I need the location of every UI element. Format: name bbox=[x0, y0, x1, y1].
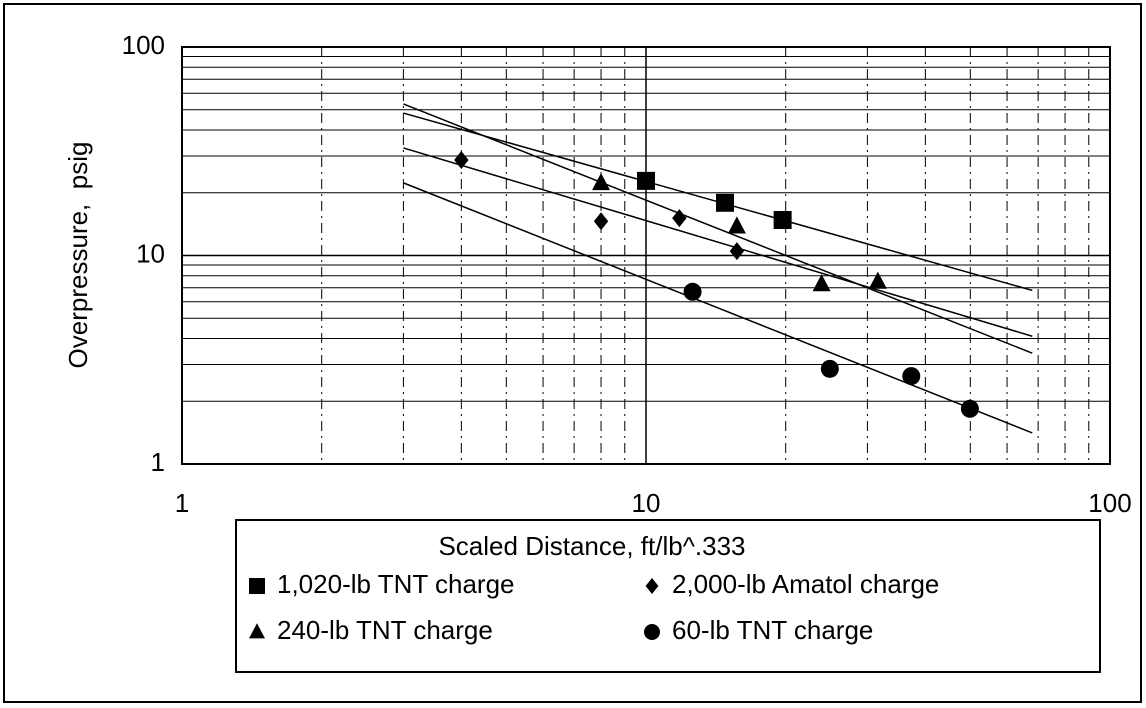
legend-marker bbox=[644, 624, 660, 640]
x-tick-label: 10 bbox=[632, 488, 661, 518]
trend-line bbox=[403, 182, 1033, 434]
y-axis-label: Overpressure, psig bbox=[63, 142, 93, 369]
legend-label: 240-lb TNT charge bbox=[277, 615, 493, 645]
marker bbox=[683, 282, 702, 301]
marker bbox=[672, 209, 687, 228]
plot-frame bbox=[181, 46, 1111, 465]
x-tick-label: 1 bbox=[175, 488, 189, 518]
marker bbox=[902, 367, 921, 386]
marker bbox=[593, 212, 609, 231]
marker bbox=[812, 274, 831, 292]
marker bbox=[773, 211, 792, 230]
y-tick-label: 100 bbox=[122, 30, 165, 60]
marker bbox=[592, 172, 611, 191]
marker bbox=[716, 193, 735, 212]
trend-line bbox=[403, 103, 1033, 354]
marker bbox=[454, 151, 469, 170]
marker bbox=[637, 171, 655, 190]
legend-label: 2,000-lb Amatol charge bbox=[672, 569, 939, 599]
trend-line bbox=[403, 147, 1033, 337]
x-axis-label: Scaled Distance, ft/lb^.333 bbox=[438, 531, 745, 561]
marker bbox=[960, 399, 979, 418]
legend-marker bbox=[645, 578, 659, 594]
marker bbox=[729, 242, 745, 261]
y-tick-label: 1 bbox=[151, 447, 165, 477]
x-tick-label: 100 bbox=[1088, 488, 1131, 518]
legend-label: 1,020-lb TNT charge bbox=[277, 569, 515, 599]
marker bbox=[868, 271, 887, 289]
legend-label: 60-lb TNT charge bbox=[672, 615, 873, 645]
outer-frame bbox=[3, 3, 1142, 703]
y-tick-label: 10 bbox=[136, 238, 165, 268]
legend-marker bbox=[249, 578, 265, 594]
legend-marker bbox=[249, 623, 265, 639]
legend-box bbox=[235, 519, 1101, 673]
marker bbox=[820, 359, 839, 378]
marker bbox=[727, 216, 746, 234]
